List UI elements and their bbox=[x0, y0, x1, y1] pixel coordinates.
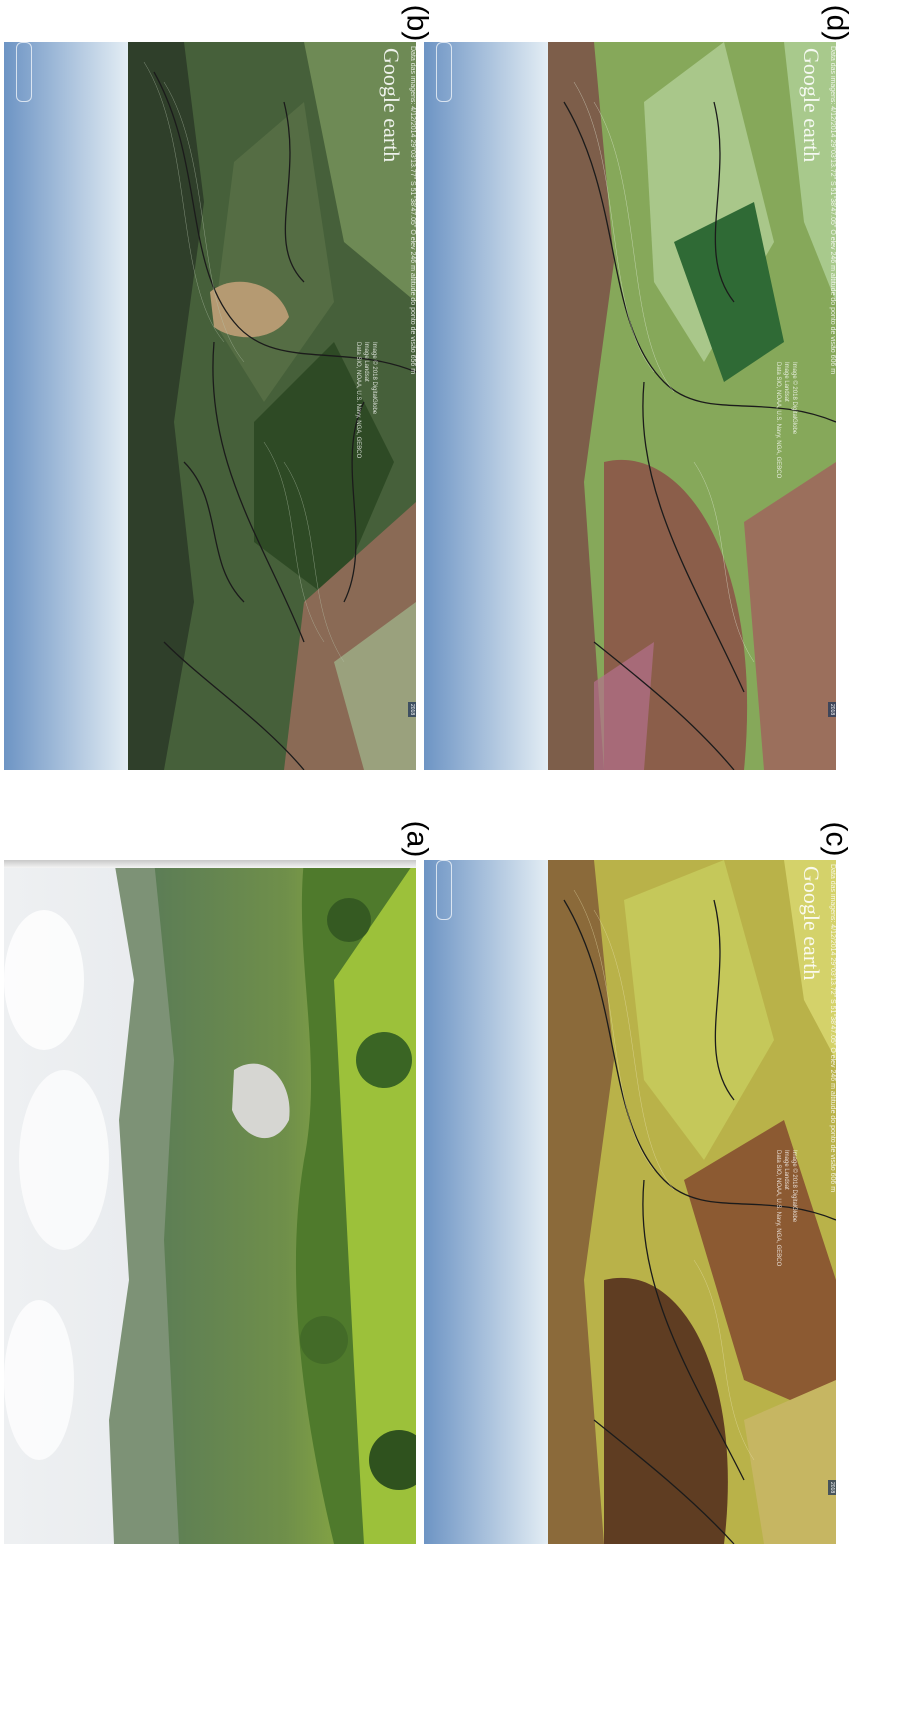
overlay-terrain-view-d bbox=[424, 42, 836, 770]
zoom-slider[interactable] bbox=[436, 42, 452, 102]
google-earth-logo: Google earth bbox=[799, 48, 824, 163]
satellite-terrain-view bbox=[4, 42, 416, 770]
google-earth-logo: Google earth bbox=[799, 866, 824, 981]
imagery-credit: Image © 2018 DigitalGlobe Image Landsat … bbox=[355, 342, 377, 459]
earth-panel-b: Google earth Data das imagens: 4/12/2014… bbox=[4, 42, 416, 770]
overlay-terrain-view-c bbox=[424, 860, 836, 1544]
panel-label-b: (b) bbox=[400, 4, 434, 42]
earth-panel-c: Google earth Data das imagens: 4/12/2014… bbox=[424, 860, 836, 1544]
landscape-photo bbox=[4, 860, 416, 1544]
imagery-credit: Image © 2018 DigitalGlobe Image Landsat … bbox=[775, 362, 797, 479]
photo-border-top bbox=[4, 860, 416, 868]
google-earth-logo: Google earth bbox=[379, 48, 404, 163]
year-badge: 2018 bbox=[828, 702, 836, 718]
year-badge: 2018 bbox=[408, 702, 416, 718]
year-badge: 2018 bbox=[828, 1480, 836, 1496]
earth-panel-d: Google earth Data das imagens: 4/12/2014… bbox=[424, 42, 836, 770]
photo-panel-a bbox=[4, 860, 416, 1544]
zoom-slider[interactable] bbox=[436, 860, 452, 920]
zoom-slider[interactable] bbox=[16, 42, 32, 102]
imagery-metadata: Data das imagens: 4/12/2014 29°03'13.72"… bbox=[829, 46, 836, 375]
panel-label-d: (d) bbox=[820, 4, 854, 42]
panel-label-a: (a) bbox=[400, 820, 434, 858]
imagery-metadata: Data das imagens: 4/12/2014 29°03'13.72"… bbox=[829, 864, 836, 1193]
imagery-credit: Image © 2018 DigitalGlobe Image Landsat … bbox=[775, 1150, 797, 1267]
panel-label-c: (c) bbox=[819, 821, 853, 857]
imagery-metadata: Data das imagens: 4/12/2014 29°03'13.77"… bbox=[409, 46, 416, 375]
